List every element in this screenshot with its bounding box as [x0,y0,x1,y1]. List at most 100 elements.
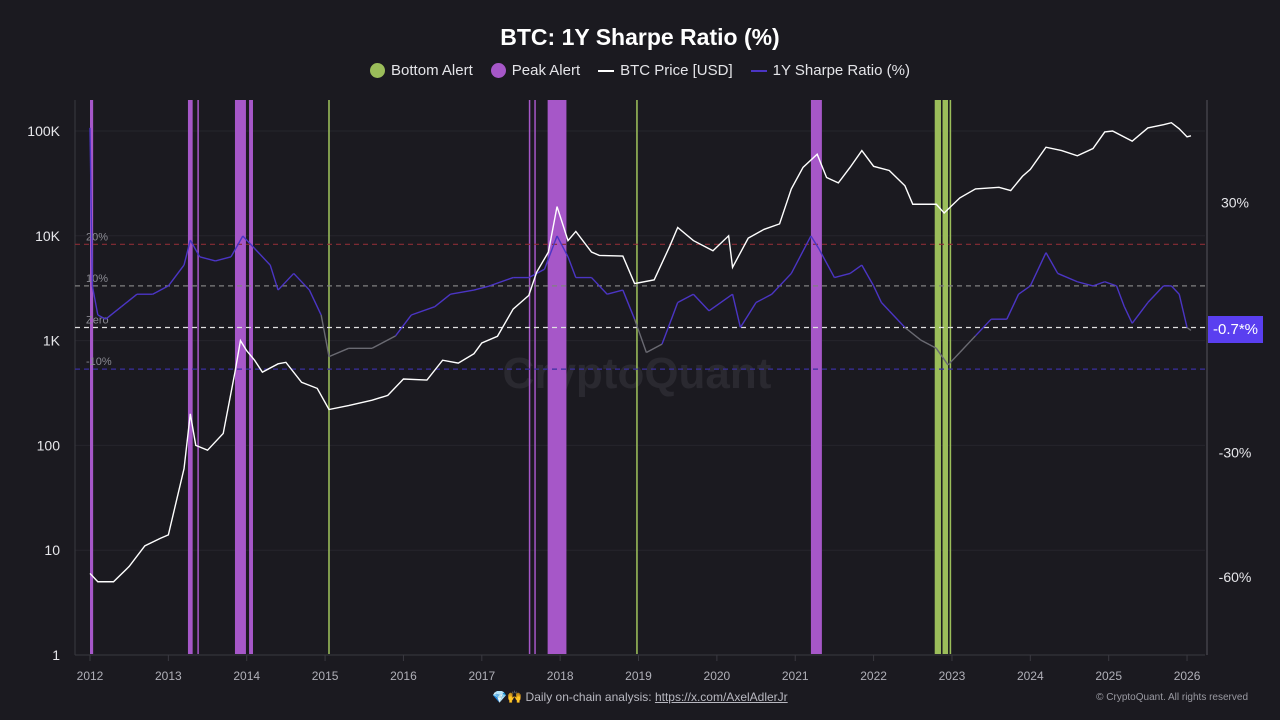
sharpe-segment [755,293,773,304]
x-tick-label: 2019 [625,669,652,683]
x-tick-label: 2022 [860,669,887,683]
sharpe-segment [849,264,863,274]
sharpe-segment [861,264,875,287]
legend-btc-price[interactable]: BTC Price [USD] [598,62,733,79]
sharpe-segment [1147,285,1165,304]
sharpe-segment [411,306,436,316]
x-tick-label: 2021 [782,669,809,683]
y-tick-label: 10 [44,542,60,558]
sharpe-segment [328,347,349,358]
sharpe-segment [395,314,412,337]
y2-tick-label: 30% [1221,195,1249,211]
threshold-label: Zero [86,315,109,327]
sharpe-segment [947,351,961,366]
x-tick-label: 2025 [1095,669,1122,683]
x-tick-label: 2016 [390,669,417,683]
x-tick-label: 2017 [468,669,495,683]
x-tick-label: 2018 [547,669,574,683]
y-tick-label: 10K [35,228,61,244]
sharpe-segment [1029,252,1047,287]
y-tick-label: 1K [43,333,61,349]
btc-price-line [89,121,1192,583]
sharpe-segment [1115,285,1126,307]
sharpe-segment [199,256,216,262]
sharpe-segment [277,272,295,291]
x-tick-label: 2014 [233,669,260,683]
peak-alert-band [234,100,246,654]
sharpe-segment [590,277,608,295]
current-value-badge: -0.7*% [1208,316,1263,343]
legend: Bottom Alert Peak Alert BTC Price [USD] … [0,62,1280,79]
copyright: © CryptoQuant. All rights reserved [1096,692,1248,703]
sharpe-segment [543,235,558,270]
sharpe-segment [269,264,279,291]
threshold-label: -10% [86,356,112,368]
sharpe-segment [293,272,310,291]
sharpe-segment [183,239,191,266]
chart-title: BTC: 1Y Sharpe Ratio (%) [500,24,780,50]
sharpe-segment [89,127,94,286]
sharpe-segment [567,256,577,278]
sharpe-segment [230,235,244,258]
sharpe-segment [434,293,451,308]
sharpe-segment [872,285,883,303]
sharpe-segment [97,314,107,320]
sharpe-segment [920,339,937,349]
peak-alert-band [187,100,193,654]
legend-sharpe[interactable]: 1Y Sharpe Ratio (%) [750,62,910,79]
sharpe-segment [1006,293,1020,320]
sharpe-segment [1092,281,1105,287]
peak-alert-band [810,100,822,654]
x-tick-label: 2023 [939,669,966,683]
sharpe-segment [473,285,490,291]
legend-dot-icon [490,63,506,78]
sharpe-segment [1170,285,1180,295]
peak-alert-band [547,100,567,654]
sharpe-segment [1104,281,1117,287]
sharpe-segment [708,293,733,312]
legend-bottom-alert[interactable]: Bottom Alert [370,62,473,79]
sharpe-segment [810,235,820,249]
legend-line-icon [598,69,615,72]
x-tick-label: 2013 [155,669,182,683]
sharpe-segment [1186,326,1192,331]
y2-tick-label: -30% [1219,444,1252,460]
sharpe-segment [1178,294,1188,328]
sharpe-segment [622,289,636,320]
sharpe-segment [1123,306,1133,324]
legend-peak-alert[interactable]: Peak Alert [490,62,581,79]
sharpe-segment [661,302,679,345]
x-tick-label: 2024 [1017,669,1044,683]
sharpe-segment [935,347,949,366]
x-tick-label: 2020 [704,669,731,683]
footer-text: Daily on-chain analysis: [525,690,652,704]
sharpe-segment [1018,285,1031,295]
footer-link[interactable]: https://x.com/AxelAdlerJr [654,690,788,704]
sharpe-segment [308,289,322,316]
legend-label: Peak Alert [511,62,581,79]
peak-alert-band [197,100,199,654]
sharpe-segment [880,302,890,312]
bottom-alert-band [942,100,949,654]
sharpe-segment [1057,272,1078,283]
sharpe-segment [692,293,710,312]
sharpe-segment [731,294,742,328]
sharpe-segment [790,235,812,274]
x-tick-label: 2015 [312,669,339,683]
sharpe-segment [904,326,922,341]
sharpe-segment [215,256,232,262]
sharpe-segment [974,318,992,337]
threshold-label: 20% [86,231,108,243]
peak-alert-band [534,100,536,654]
sharpe-segment [189,239,201,258]
sharpe-segment [489,276,514,287]
sharpe-segment [888,310,906,328]
sharpe-segment [646,343,663,354]
peak-alert-band [249,100,253,654]
sharpe-segment [371,335,396,349]
sharpe-segment [167,264,185,287]
sharpe-segment [556,235,569,258]
sharpe-segment [1131,302,1149,324]
sharpe-segment [242,235,256,249]
